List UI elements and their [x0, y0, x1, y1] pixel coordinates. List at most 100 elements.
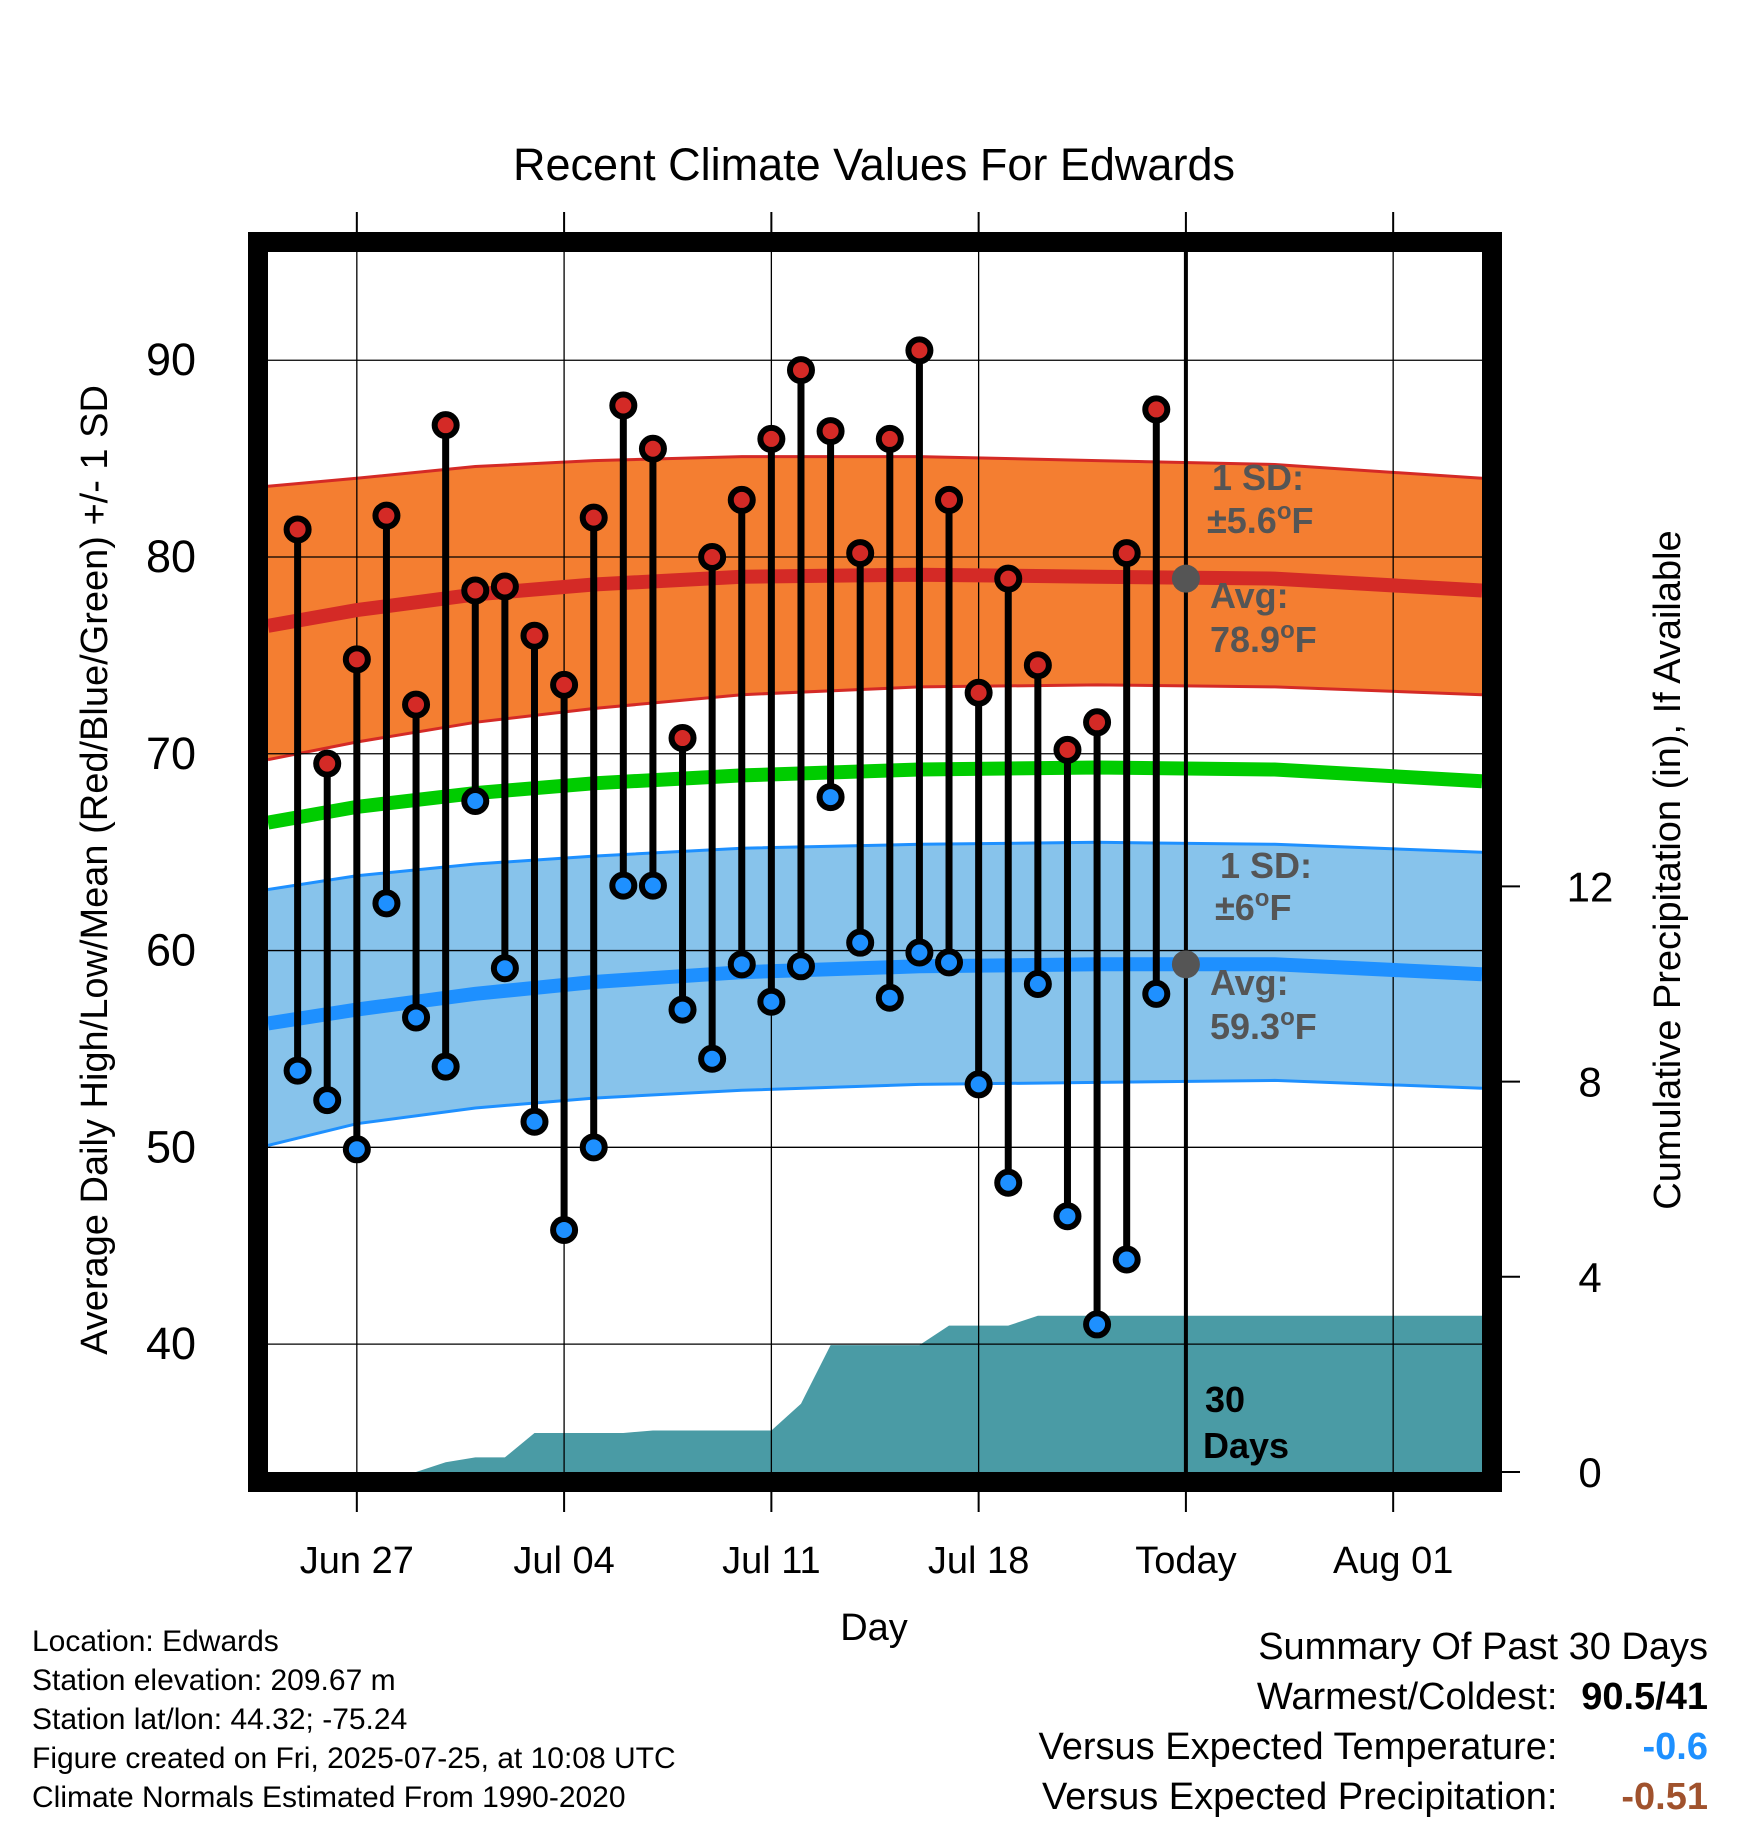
daily-low-point — [1083, 1310, 1112, 1339]
low-avg-marker — [1171, 950, 1200, 979]
warmest-coldest-value: 90.5/41 — [1581, 1676, 1708, 1718]
daily-low-point — [757, 987, 786, 1016]
location-text: Location: Edwards — [32, 1625, 279, 1658]
daily-low-point — [816, 783, 845, 812]
precipitation-area — [268, 1315, 1482, 1472]
daily-bar — [372, 501, 401, 918]
daily-low-point — [964, 1070, 993, 1099]
summary-panel: Summary Of Past 30 Days Warmest/Coldest:… — [1039, 1622, 1708, 1822]
daily-bar — [609, 391, 638, 900]
daily-bar — [283, 515, 312, 1085]
daily-bar — [1023, 651, 1052, 998]
y2-axis-label: Cumulative Precipitation (in), If Availa… — [1647, 530, 1689, 1209]
daily-bar — [786, 356, 815, 981]
summary-temp: Versus Expected Temperature: -0.6 — [1039, 1722, 1708, 1772]
daily-high-point — [283, 515, 312, 544]
y2-tick-label: 4 — [1578, 1254, 1601, 1301]
daily-low-point — [283, 1056, 312, 1085]
x-tick-label: Jul 04 — [513, 1540, 614, 1582]
daily-low-point — [638, 871, 667, 900]
daily-bar — [875, 424, 904, 1012]
summary-precip: Versus Expected Precipitation: -0.51 — [1039, 1772, 1708, 1822]
daily-low-point — [402, 1003, 431, 1032]
daily-high-point — [609, 391, 638, 420]
daily-high-point — [1083, 708, 1112, 737]
chart-title: Recent Climate Values For Edwards — [513, 139, 1235, 190]
daily-low-point — [550, 1215, 579, 1244]
daily-high-point — [550, 670, 579, 699]
x-tick-label: Jul 18 — [928, 1540, 1029, 1582]
x-tick-label: Today — [1135, 1540, 1236, 1582]
precip-label: Versus Expected Precipitation: — [1042, 1776, 1558, 1818]
daily-high-point — [698, 543, 727, 571]
period-label-number: 30 — [1205, 1379, 1245, 1420]
low-sd-label: 1 SD: — [1220, 845, 1312, 886]
daily-high-point — [1112, 539, 1141, 568]
daily-low-point — [727, 950, 756, 979]
daily-low-point — [875, 983, 904, 1012]
period-label-unit: Days — [1203, 1425, 1289, 1466]
daily-bar — [342, 645, 371, 1164]
daily-low-point — [668, 995, 697, 1024]
summary-title: Summary Of Past 30 Days — [1258, 1626, 1708, 1668]
daily-bar — [550, 670, 579, 1244]
y-axis-label: Average Daily High/Low/Mean (Red/Blue/Gr… — [74, 385, 116, 1355]
low-sd-value: ±6oF — [1215, 885, 1291, 928]
daily-low-point — [372, 889, 401, 918]
daily-low-point — [313, 1086, 342, 1115]
daily-low-point — [1053, 1202, 1082, 1231]
daily-bar — [668, 724, 697, 1024]
daily-low-point — [1142, 979, 1171, 1008]
high-sd-upper-edge — [268, 455, 1482, 488]
high-avg-marker — [1171, 564, 1200, 593]
daily-low-point — [1112, 1245, 1141, 1274]
daily-high-point — [846, 539, 875, 568]
y-tick-label: 40 — [146, 1318, 196, 1369]
temp-value: -0.6 — [1642, 1726, 1708, 1768]
daily-high-point — [1053, 735, 1082, 764]
x-tick-label: Jun 27 — [300, 1540, 414, 1582]
daily-high-point — [342, 645, 371, 674]
y2-tick-label: 12 — [1567, 863, 1614, 910]
low-avg-value: 59.3oF — [1210, 1004, 1317, 1047]
daily-bar — [1142, 395, 1171, 1008]
daily-low-point — [1023, 970, 1052, 998]
daily-bar — [520, 621, 549, 1136]
latlon-text: Station lat/lon: 44.32; -75.24 — [32, 1703, 408, 1736]
axes: 40 50 60 70 80 90 0 4 8 12 Jun 27 Jul 04 Jul 11 Jul 1… — [146, 212, 1613, 1582]
daily-high-point — [668, 724, 697, 753]
daily-low-point — [846, 928, 875, 957]
x-tick-label: Aug 01 — [1333, 1540, 1453, 1582]
daily-low-point — [905, 938, 934, 967]
daily-high-point — [935, 485, 964, 514]
y-tick-label: 60 — [146, 925, 196, 976]
daily-high-point — [964, 678, 993, 707]
y-tick-label: 80 — [146, 531, 196, 582]
x-axis-label: Day — [840, 1607, 908, 1649]
daily-high-point — [579, 503, 608, 532]
station-info: Location: Edwards Station elevation: 209… — [32, 1622, 676, 1817]
daily-bar — [994, 564, 1023, 1197]
daily-high-point — [757, 424, 786, 453]
created-text: Figure created on Fri, 2025-07-25, at 10… — [32, 1742, 676, 1775]
daily-low-point — [579, 1133, 608, 1162]
daily-high-point — [994, 564, 1023, 593]
y2-tick-label: 0 — [1578, 1449, 1601, 1496]
daily-high-point — [1142, 395, 1171, 424]
temp-label: Versus Expected Temperature: — [1038, 1726, 1558, 1768]
high-avg-value: 78.9oF — [1210, 617, 1317, 660]
daily-low-point — [520, 1107, 549, 1136]
plot-frame — [248, 232, 1502, 1492]
daily-bar — [579, 503, 608, 1162]
daily-bar — [1112, 539, 1141, 1274]
daily-bar — [431, 411, 460, 1081]
daily-low-point — [786, 952, 815, 981]
daily-high-point — [727, 485, 756, 514]
low-avg-label: Avg: — [1210, 962, 1289, 1003]
daily-high-point — [905, 336, 934, 365]
daily-high-point — [1023, 651, 1052, 680]
daily-bar — [1053, 735, 1082, 1231]
daily-bar — [490, 572, 519, 983]
